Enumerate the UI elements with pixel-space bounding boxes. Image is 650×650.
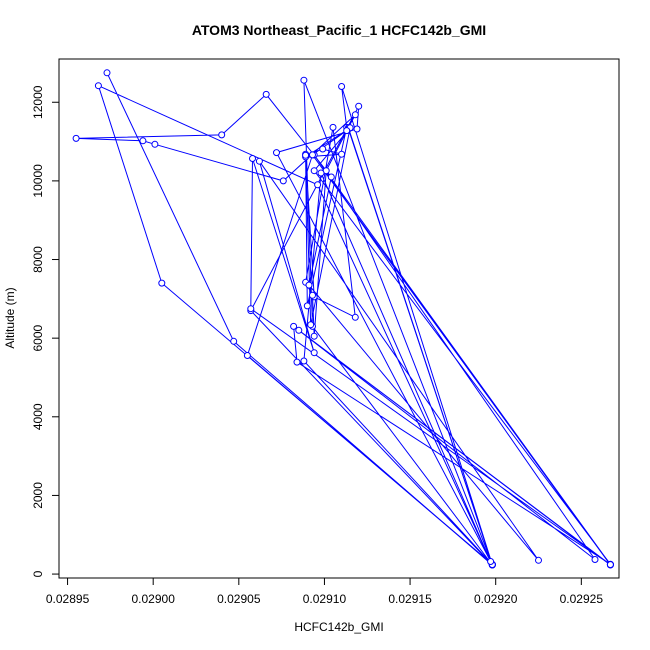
x-tick-label: 0.02920	[474, 592, 518, 606]
data-point	[606, 561, 614, 569]
y-tick-label: 0	[31, 570, 45, 577]
data-point	[255, 157, 263, 165]
data-point	[139, 137, 147, 145]
data-point	[338, 83, 346, 90]
data-point	[293, 358, 301, 366]
data-point	[314, 181, 322, 189]
y-tick-label: 12000	[31, 85, 45, 119]
x-tick-label: 0.02905	[217, 592, 261, 606]
data-point	[303, 302, 311, 310]
data-point	[310, 332, 318, 340]
data-point	[230, 337, 238, 345]
data-point	[535, 556, 542, 564]
data-point	[302, 151, 310, 159]
x-tick-label: 0.02925	[560, 592, 604, 606]
x-tick-label: 0.02895	[46, 592, 90, 606]
y-axis: 0 2000 4000 6000 8000 10000 12000	[31, 85, 60, 577]
data-point	[307, 321, 315, 329]
data-point	[317, 169, 325, 177]
y-tick-label: 4000	[31, 403, 45, 430]
data-point	[218, 131, 226, 139]
x-tick-label: 0.02910	[303, 592, 347, 606]
y-tick-label: 6000	[31, 324, 45, 351]
data-point	[353, 125, 361, 133]
data-point	[310, 349, 318, 357]
data-point	[309, 291, 316, 299]
data-point	[290, 322, 298, 330]
chart-title: ATOM3 Northeast_Pacific_1 HCFC142b_GMI	[192, 22, 486, 38]
data-point	[591, 556, 599, 563]
data-point	[343, 127, 351, 135]
data-point	[309, 151, 316, 159]
data-point	[158, 279, 166, 287]
x-tick-label: 0.02915	[388, 592, 432, 606]
data-point	[249, 155, 256, 162]
data-point	[300, 357, 308, 365]
data-point	[94, 82, 102, 90]
data-point	[351, 313, 359, 321]
x-tick-label: 0.02900	[131, 592, 175, 606]
data-point	[355, 102, 363, 110]
data-point	[72, 134, 80, 142]
data-point	[310, 167, 318, 175]
data-point	[247, 305, 255, 313]
series-points	[72, 69, 614, 569]
data-point	[295, 326, 303, 334]
y-tick-label: 10000	[31, 164, 45, 198]
y-tick-label: 8000	[31, 246, 45, 273]
data-point	[273, 149, 280, 157]
data-point	[327, 173, 335, 181]
data-point	[262, 90, 270, 98]
data-point	[300, 76, 308, 84]
data-point	[338, 150, 346, 158]
data-point	[103, 69, 111, 77]
data-point	[305, 281, 313, 289]
data-point	[351, 111, 359, 119]
data-point	[319, 145, 327, 153]
data-point	[151, 140, 159, 148]
y-axis-label: Altitude (m)	[3, 287, 17, 348]
data-point	[487, 558, 495, 565]
x-axis: 0.02895 0.02900 0.02905 0.02910 0.02915 0.029…	[46, 577, 604, 606]
data-point	[329, 123, 337, 131]
y-tick-label: 2000	[31, 482, 45, 509]
x-axis-label: HCFC142b_GMI	[294, 620, 383, 634]
data-point	[243, 352, 251, 359]
data-point	[279, 177, 287, 185]
